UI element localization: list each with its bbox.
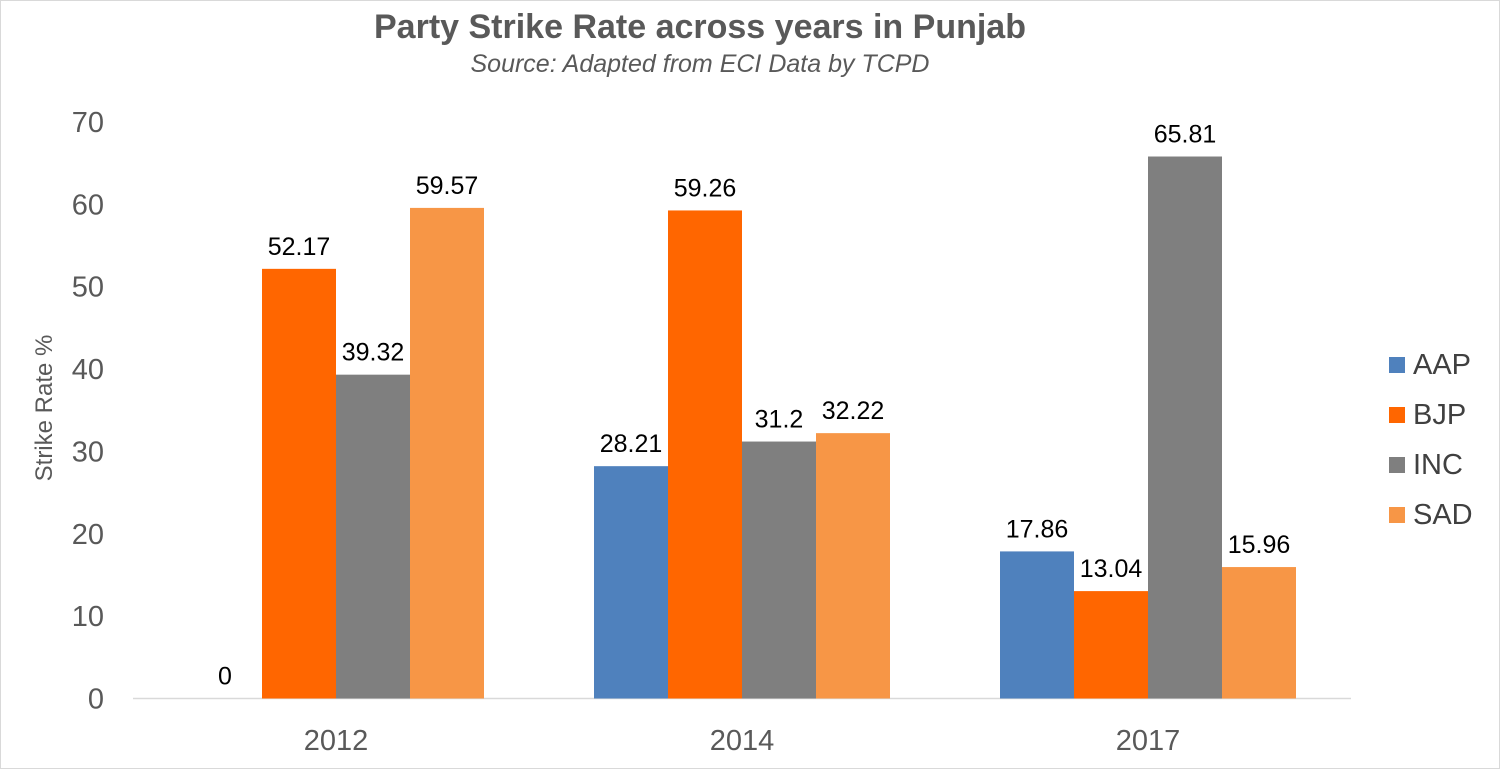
- bar-bjp-2014: [668, 210, 742, 699]
- bar-aap-2017: [1000, 551, 1074, 699]
- legend-item-inc: INC: [1389, 440, 1473, 490]
- legend-swatch-inc: [1389, 457, 1405, 473]
- bar-sad-2014: [816, 433, 890, 699]
- x-tick-label: 2017: [1116, 725, 1181, 757]
- chart-subtitle: Source: Adapted from ECI Data by TCPD: [470, 50, 930, 78]
- legend-label-inc: INC: [1413, 448, 1463, 481]
- y-tick-label: 30: [72, 436, 104, 468]
- legend-item-sad: SAD: [1389, 490, 1473, 540]
- data-label-inc-2014: 31.2: [755, 406, 804, 434]
- data-label-inc-2012: 39.32: [342, 339, 405, 367]
- bar-sad-2017: [1222, 567, 1296, 699]
- bars-group: [262, 156, 1296, 699]
- data-label-aap-2017: 17.86: [1006, 515, 1069, 543]
- data-label-sad-2014: 32.22: [822, 397, 885, 425]
- bar-bjp-2012: [262, 268, 336, 699]
- bar-inc-2017: [1148, 156, 1222, 699]
- legend-item-bjp: BJP: [1389, 390, 1473, 440]
- legend-swatch-sad: [1389, 507, 1405, 523]
- data-label-aap-2014: 28.21: [600, 430, 663, 458]
- legend-swatch-aap: [1389, 357, 1405, 373]
- bar-sad-2012: [410, 207, 484, 699]
- y-tick-label: 40: [72, 354, 104, 386]
- y-tick-label: 10: [72, 601, 104, 633]
- data-label-sad-2017: 15.96: [1228, 531, 1291, 559]
- data-label-bjp-2014: 59.26: [674, 174, 737, 202]
- bar-bjp-2017: [1074, 591, 1148, 699]
- x-tick-label: 2012: [304, 725, 369, 757]
- data-label-bjp-2017: 13.04: [1080, 555, 1143, 583]
- legend-item-aap: AAP: [1389, 340, 1473, 390]
- x-tick-label: 2014: [710, 725, 775, 757]
- y-tick-label: 0: [88, 684, 104, 716]
- y-tick-label: 70: [72, 107, 104, 139]
- bar-inc-2014: [742, 441, 816, 699]
- legend-swatch-bjp: [1389, 407, 1405, 423]
- data-labels: 0 28.21 17.86 52.17 59.26 13.04 39.32 31.2 65.81…: [218, 121, 1290, 691]
- legend-label-bjp: BJP: [1413, 398, 1467, 431]
- y-axis-ticks: 0 10 20 30 40 50 60 70: [72, 107, 104, 716]
- legend-label-sad: SAD: [1413, 498, 1473, 531]
- x-axis-ticks: 2012 2014 2017: [304, 725, 1181, 757]
- y-axis-label: Strike Rate %: [31, 335, 58, 482]
- data-label-aap-2012: 0: [218, 663, 232, 691]
- legend-label-aap: AAP: [1413, 348, 1472, 381]
- data-label-sad-2012: 59.57: [416, 172, 479, 200]
- legend: AAP BJP INC SAD: [1389, 340, 1473, 540]
- y-tick-label: 60: [72, 189, 104, 221]
- bar-inc-2012: [336, 374, 410, 699]
- y-tick-label: 50: [72, 272, 104, 304]
- chart-title: Party Strike Rate across years in Punjab: [374, 8, 1026, 46]
- bar-aap-2014: [594, 466, 668, 699]
- data-label-bjp-2012: 52.17: [268, 233, 331, 261]
- y-tick-label: 20: [72, 519, 104, 551]
- data-label-inc-2017: 65.81: [1154, 121, 1217, 149]
